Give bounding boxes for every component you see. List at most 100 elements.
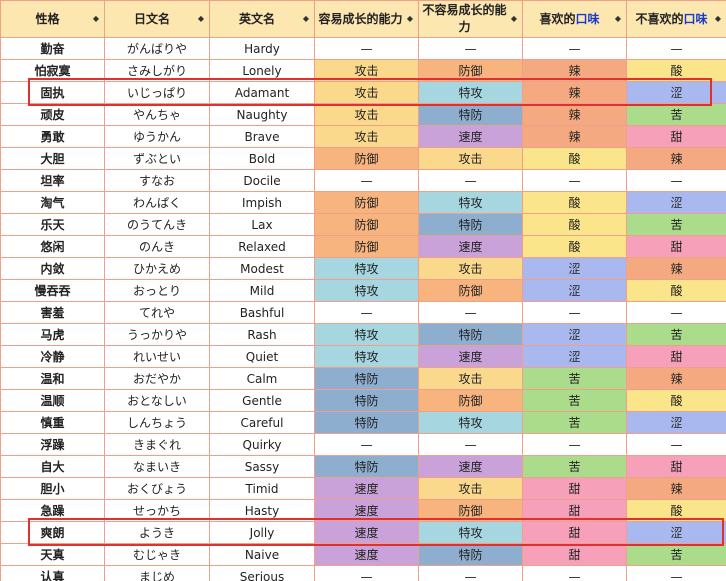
cell-increased-stat: 攻击 (314, 103, 419, 126)
header-label: 不喜欢的口味 (631, 11, 721, 28)
header-liked-flavor[interactable]: 喜欢的口味 ◆ (522, 0, 627, 38)
table-body: 勤奋 がんばりや Hardy — — — — 怕寂寞 さみしがり Lonely 攻击 防御辣酸固执 いじ… (0, 37, 726, 581)
cell-increased-stat: 防御 (314, 191, 419, 214)
cell-liked-flavor: 苦 (522, 389, 627, 412)
cell-disliked-flavor: 涩 (626, 521, 726, 544)
cell-liked-flavor: 甜 (522, 543, 627, 566)
table-row: 冷静 れいせい Quiet 特攻 速度涩甜 (0, 345, 726, 368)
cell-disliked-flavor: 甜 (626, 345, 726, 368)
cell-japanese-name: れいせい (104, 345, 210, 368)
cell-english-name: Naughty (209, 103, 315, 126)
header-japanese-name[interactable]: 日文名 ◆ (104, 0, 210, 38)
cell-english-name: Calm (209, 367, 315, 390)
table-row: 固执 いじっぱり Adamant 攻击 特攻辣涩 (0, 81, 726, 104)
cell-nature: 爽朗 (0, 521, 105, 544)
cell-disliked-flavor: 酸 (626, 59, 726, 82)
cell-liked-flavor: — (522, 169, 627, 192)
cell-decreased-stat: 特攻 (418, 191, 523, 214)
table-row: 天真 むじゃき Naive 速度 特防甜苦 (0, 543, 726, 566)
cell-nature: 急躁 (0, 499, 105, 522)
table-header-row: 性格 ◆ 日文名 ◆ 英文名 ◆ 容易成长的能力 ◆ 不容易成长的能力 ◆ 喜欢的口味 ◆ … (0, 0, 726, 38)
cell-decreased-stat: 速度 (418, 345, 523, 368)
cell-decreased-stat: 攻击 (418, 147, 523, 170)
cell-decreased-stat: 攻击 (418, 257, 523, 280)
cell-liked-flavor: 酸 (522, 191, 627, 214)
table-row: 害羞 てれや Bashful — — — — (0, 301, 726, 324)
cell-liked-flavor: — (522, 301, 627, 324)
cell-increased-stat: 攻击 (314, 125, 419, 148)
cell-english-name: Serious (209, 565, 315, 581)
sort-icon[interactable]: ◆ (302, 14, 309, 23)
cell-increased-stat: 防御 (314, 147, 419, 170)
cell-english-name: Adamant (209, 81, 315, 104)
cell-disliked-flavor: 辣 (626, 367, 726, 390)
sort-icon[interactable]: ◆ (614, 14, 621, 23)
cell-english-name: Gentle (209, 389, 315, 412)
cell-decreased-stat: 特攻 (418, 521, 523, 544)
cell-increased-stat: 攻击 (314, 59, 419, 82)
table-row: 马虎 うっかりや Rash 特攻 特防涩苦 (0, 323, 726, 346)
cell-disliked-flavor: 酸 (626, 389, 726, 412)
table-row: 大胆 ずぶとい Bold 防御 攻击酸辣 (0, 147, 726, 170)
header-disliked-flavor[interactable]: 不喜欢的口味 ◆ (626, 0, 726, 38)
cell-decreased-stat: 速度 (418, 455, 523, 478)
cell-decreased-stat: 攻击 (418, 477, 523, 500)
sort-icon[interactable]: ◆ (714, 14, 721, 23)
cell-decreased-stat: 速度 (418, 125, 523, 148)
header-english-name[interactable]: 英文名 ◆ (209, 0, 315, 38)
cell-nature: 固执 (0, 81, 105, 104)
cell-decreased-stat: 特防 (418, 323, 523, 346)
cell-japanese-name: すなお (104, 169, 210, 192)
cell-disliked-flavor: 苦 (626, 103, 726, 126)
cell-nature: 胆小 (0, 477, 105, 500)
header-increased-stat[interactable]: 容易成长的能力 ◆ (314, 0, 419, 38)
cell-english-name: Rash (209, 323, 315, 346)
cell-liked-flavor: 涩 (522, 257, 627, 280)
header-label: 英文名 (238, 11, 275, 26)
cell-english-name: Timid (209, 477, 315, 500)
cell-liked-flavor: — (522, 433, 627, 456)
cell-increased-stat: — (314, 565, 419, 581)
cell-english-name: Naive (209, 543, 315, 566)
cell-disliked-flavor: 辣 (626, 147, 726, 170)
table-row: 胆小 おくびょう Timid 速度 攻击甜辣 (0, 477, 726, 500)
cell-decreased-stat: 特防 (418, 213, 523, 236)
cell-disliked-flavor: 辣 (626, 477, 726, 500)
cell-increased-stat: — (314, 169, 419, 192)
cell-japanese-name: わんぱく (104, 191, 210, 214)
cell-decreased-stat: 特防 (418, 543, 523, 566)
cell-increased-stat: 特防 (314, 411, 419, 434)
cell-english-name: Quiet (209, 345, 315, 368)
sort-icon[interactable]: ◆ (92, 14, 99, 23)
sort-icon[interactable]: ◆ (406, 14, 413, 23)
cell-nature: 马虎 (0, 323, 105, 346)
cell-liked-flavor: 涩 (522, 345, 627, 368)
cell-increased-stat: 特攻 (314, 345, 419, 368)
cell-japanese-name: なまいき (104, 455, 210, 478)
sort-icon[interactable]: ◆ (510, 14, 517, 23)
table-row: 乐天 のうてんき Lax 防御 特防酸苦 (0, 213, 726, 236)
cell-english-name: Quirky (209, 433, 315, 456)
cell-disliked-flavor: 涩 (626, 411, 726, 434)
cell-increased-stat: 防御 (314, 235, 419, 258)
sort-icon[interactable]: ◆ (197, 14, 204, 23)
cell-disliked-flavor: 甜 (626, 125, 726, 148)
header-label-link[interactable]: 口味 (683, 11, 708, 26)
header-nature[interactable]: 性格 ◆ (0, 0, 105, 38)
cell-increased-stat: 防御 (314, 213, 419, 236)
cell-japanese-name: やんちゃ (104, 103, 210, 126)
cell-nature: 浮躁 (0, 433, 105, 456)
cell-nature: 慢吞吞 (0, 279, 105, 302)
cell-disliked-flavor: 苦 (626, 543, 726, 566)
cell-nature: 乐天 (0, 213, 105, 236)
header-decreased-stat[interactable]: 不容易成长的能力 ◆ (418, 0, 523, 38)
cell-nature: 害羞 (0, 301, 105, 324)
cell-liked-flavor: — (522, 565, 627, 581)
cell-japanese-name: ゆうかん (104, 125, 210, 148)
table-row: 内敛 ひかえめ Modest 特攻 攻击涩辣 (0, 257, 726, 280)
header-label-link[interactable]: 口味 (575, 11, 600, 26)
cell-increased-stat: — (314, 301, 419, 324)
cell-nature: 勇敢 (0, 125, 105, 148)
cell-increased-stat: — (314, 37, 419, 60)
cell-nature: 坦率 (0, 169, 105, 192)
